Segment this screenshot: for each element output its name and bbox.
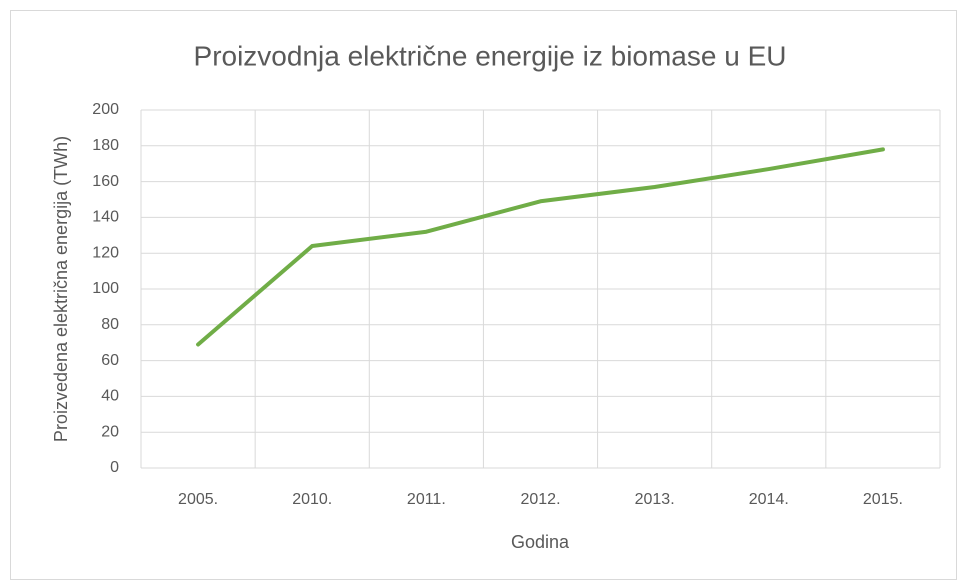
x-tick-label: 2011.: [407, 491, 446, 508]
y-axis-label: Proizvedena električna energija (TWh): [51, 136, 71, 442]
y-tick-label: 200: [92, 101, 119, 118]
x-tick-label: 2012.: [520, 491, 560, 508]
x-tick-label: 2013.: [635, 491, 675, 508]
y-tick-label: 20: [101, 423, 119, 440]
y-tick-label: 160: [92, 173, 119, 190]
x-tick-label: 2005.: [178, 491, 218, 508]
y-tick-label: 80: [101, 316, 119, 333]
y-tick-label: 120: [92, 244, 119, 261]
x-tick-label: 2015.: [863, 491, 903, 508]
y-tick-label: 140: [92, 209, 119, 226]
y-tick-label: 180: [92, 137, 119, 154]
y-tick-label: 40: [101, 388, 119, 405]
x-axis-label: Godina: [511, 532, 570, 552]
line-series: [196, 147, 885, 347]
x-tick-label: 2014.: [749, 491, 789, 508]
y-tick-label: 0: [110, 459, 119, 476]
x-tick-label: 2010.: [292, 491, 332, 508]
y-tick-label: 60: [101, 352, 119, 369]
chart-title: Proizvodnja električne energije iz bioma…: [194, 40, 787, 71]
y-tick-label: 100: [92, 280, 119, 297]
